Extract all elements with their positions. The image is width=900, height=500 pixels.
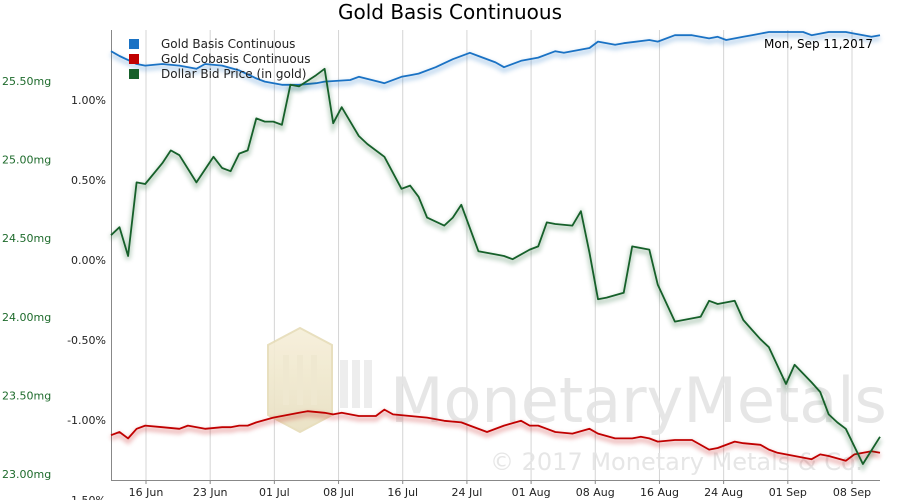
date-label: Mon, Sep 11,2017 <box>764 37 873 51</box>
watermark: MonetaryMetals © 2017 Monetary Metals & … <box>267 326 887 476</box>
x-tick-label: 08 Aug <box>576 486 615 499</box>
y-right-tick-label: 1.00% <box>71 94 106 107</box>
x-tick-label: 01 Jul <box>259 486 290 499</box>
legend-label: Gold Basis Continuous <box>161 37 295 51</box>
series-shadow <box>109 67 883 473</box>
x-tick-label: 23 Jun <box>193 486 228 499</box>
y-left-tick-label: 24.00mg <box>2 311 51 324</box>
series-line <box>110 408 881 462</box>
series-dollar-bid-price-in-gold- <box>109 67 883 473</box>
axes: 16 Jun 23 Jun 01 Jul 08 Jul 16 Jul 24 Jul 01 A… <box>2 75 871 500</box>
y-right-tick-label: -0.50% <box>67 334 106 347</box>
legend-label: Gold Cobasis Continuous <box>161 52 311 66</box>
legend-swatch <box>129 69 139 79</box>
legend-item[interactable]: Dollar Bid Price (in gold) <box>129 67 306 81</box>
y-right-tick-label: 0.00% <box>71 254 106 267</box>
y-left-tick-label: 25.50mg <box>2 75 51 88</box>
chart-title: Gold Basis Continuous <box>338 0 562 24</box>
x-tick-label: 24 Jul <box>452 486 483 499</box>
series-layer <box>109 31 883 473</box>
x-tick-label: 01 Sep <box>769 486 807 499</box>
series-gold-cobasis-continuous <box>110 408 881 467</box>
legend-label: Dollar Bid Price (in gold) <box>161 67 306 81</box>
legend-item[interactable]: Gold Cobasis Continuous <box>129 52 311 66</box>
series-gold-basis-continuous <box>109 31 881 91</box>
y-right-tick-label: -1.00% <box>67 414 106 427</box>
y-left-tick-label: 24.50mg <box>2 232 51 245</box>
y-left-tick-label: 25.00mg <box>2 154 51 167</box>
watermark-logo-icon <box>267 326 372 434</box>
x-tick-label: 16 Aug <box>640 486 679 499</box>
x-tick-label: 16 Jun <box>129 486 164 499</box>
series-line <box>110 31 881 86</box>
x-tick-label: 24 Aug <box>704 486 743 499</box>
y-right-tick-label: 0.50% <box>71 174 106 187</box>
series-line <box>110 67 881 465</box>
x-tick-label: 01 Aug <box>512 486 551 499</box>
x-tick-label: 08 Jul <box>323 486 354 499</box>
legend-item[interactable]: Gold Basis Continuous <box>129 37 295 51</box>
y-left-tick-label: 23.50mg <box>2 389 51 402</box>
legend-swatch <box>129 54 139 64</box>
x-tick-label: 08 Sep <box>833 486 871 499</box>
series-shadow <box>110 409 881 467</box>
gridlines <box>145 30 853 480</box>
y-left-tick-label: 23.00mg <box>2 468 51 481</box>
series-shadow <box>109 32 881 91</box>
legend-swatch <box>129 39 139 49</box>
x-tick-label: 16 Jul <box>387 486 418 499</box>
y-right-tick-label: -1.50% <box>67 494 106 500</box>
